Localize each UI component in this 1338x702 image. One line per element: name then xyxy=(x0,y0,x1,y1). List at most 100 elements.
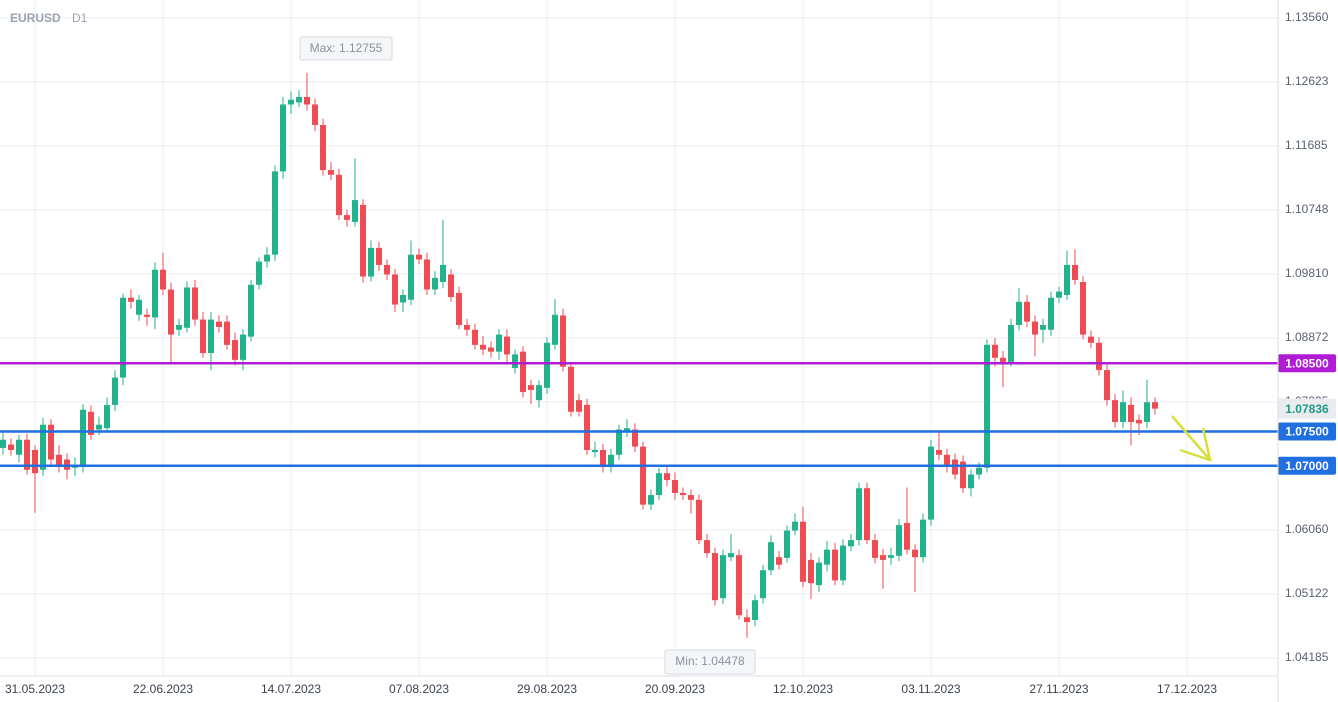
candle-body xyxy=(968,474,974,489)
candle-body xyxy=(344,215,350,220)
candle-body xyxy=(368,247,374,277)
candle-body xyxy=(928,446,934,520)
candle-body xyxy=(672,480,678,494)
candle-body xyxy=(560,315,566,367)
candle-body xyxy=(584,404,590,450)
candle-body xyxy=(40,424,46,470)
candle-body xyxy=(1128,404,1134,422)
candle-body xyxy=(512,354,518,369)
y-tick-label: 1.11685 xyxy=(1285,138,1328,152)
candle-body xyxy=(416,254,422,260)
level-label: 1.08500 xyxy=(1285,356,1329,370)
candle-body xyxy=(1032,321,1038,335)
candle-body xyxy=(568,366,574,412)
y-tick-label: 1.10748 xyxy=(1285,202,1329,216)
candle-body xyxy=(0,439,6,448)
candle-body xyxy=(136,299,142,315)
candle-body xyxy=(792,521,798,531)
x-tick-label: 27.11.2023 xyxy=(1029,682,1088,696)
candle-body xyxy=(184,287,190,328)
candle-body xyxy=(680,493,686,496)
candle-body xyxy=(328,170,334,175)
candle-body xyxy=(144,314,150,317)
candle-body xyxy=(1112,400,1118,422)
level-tag xyxy=(1278,422,1336,441)
candle-body xyxy=(104,404,110,429)
candle-body xyxy=(800,521,806,582)
candle-body xyxy=(872,540,878,558)
candle-body xyxy=(504,336,510,355)
candle-body xyxy=(272,171,278,255)
candle-body xyxy=(128,297,134,302)
timeframe: D1 xyxy=(72,11,88,25)
x-tick-label: 03.11.2023 xyxy=(901,682,960,696)
candle-body xyxy=(296,96,302,103)
candle-body xyxy=(448,274,454,298)
candle-body xyxy=(624,428,630,432)
candle-body xyxy=(456,292,462,326)
candle-body xyxy=(168,289,174,335)
candle-body xyxy=(816,562,822,586)
x-tick-label: 29.08.2023 xyxy=(517,682,577,696)
candle-body xyxy=(1040,325,1046,330)
candle-body xyxy=(576,400,582,412)
candle-body xyxy=(784,530,790,558)
candle-body xyxy=(320,124,326,171)
candle-body xyxy=(112,377,118,405)
x-tick-label: 07.08.2023 xyxy=(389,682,449,696)
candle-body xyxy=(664,473,670,481)
candle-body xyxy=(832,549,838,581)
overlays: 1.13560 1.12623 1.11685 1.10748 1.09810 1.088… xyxy=(0,10,1336,696)
candle-body xyxy=(32,449,38,474)
candle-body xyxy=(176,325,182,330)
candle-body xyxy=(616,429,622,455)
candle-body xyxy=(768,542,774,571)
chart-title: EURUSD xyxy=(10,11,61,25)
candle-body xyxy=(424,259,430,290)
candle-body xyxy=(256,261,262,285)
candle-body xyxy=(376,247,382,265)
candle-body xyxy=(600,449,606,468)
candle-body xyxy=(480,344,486,350)
candle-body xyxy=(920,519,926,558)
y-tick-label: 1.13560 xyxy=(1285,10,1329,24)
candle-body xyxy=(1048,297,1054,330)
candle-body xyxy=(1072,264,1078,280)
candle-body xyxy=(56,454,62,466)
candle-body xyxy=(696,499,702,541)
candle-body xyxy=(520,351,526,392)
candle-body xyxy=(648,495,654,505)
candle-body xyxy=(352,200,358,222)
max-box xyxy=(299,36,393,61)
candle-body xyxy=(544,342,550,388)
arrow xyxy=(1171,415,1212,462)
y-tick-label: 1.08872 xyxy=(1285,330,1329,344)
candle-body xyxy=(280,104,286,172)
candle-body xyxy=(880,555,886,560)
candle-body xyxy=(88,411,94,435)
candle-body xyxy=(1080,282,1086,335)
candle-body xyxy=(1136,419,1142,424)
candle-body xyxy=(992,344,998,358)
candle-body xyxy=(904,523,910,550)
candle-body xyxy=(552,314,558,345)
level-tag xyxy=(1278,456,1336,475)
candle-body xyxy=(160,269,166,290)
price-tag xyxy=(1278,398,1336,419)
candle-body xyxy=(1152,402,1158,409)
candle-body xyxy=(896,525,902,556)
candle-body xyxy=(384,264,390,275)
candle-body xyxy=(720,555,726,599)
candle-body xyxy=(496,334,502,352)
candle-body xyxy=(864,488,870,541)
candle-body xyxy=(1144,402,1150,422)
candle-body xyxy=(200,319,206,354)
candle-body xyxy=(208,319,214,354)
candle-body xyxy=(776,557,782,565)
candle-body xyxy=(224,321,230,345)
arrow-shaft xyxy=(1171,415,1211,461)
candle-body xyxy=(1104,370,1110,401)
candle-body xyxy=(248,284,254,337)
